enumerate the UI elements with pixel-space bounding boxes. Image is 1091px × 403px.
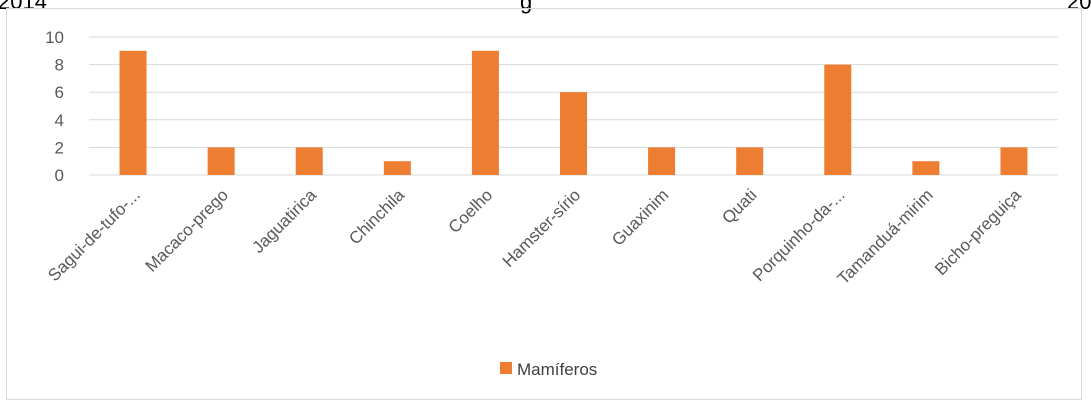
bar <box>383 161 411 175</box>
x-tick-label: Bicho-preguiça <box>931 185 1025 279</box>
bar <box>736 147 764 175</box>
y-tick-label: 2 <box>55 138 64 157</box>
bar <box>119 50 147 175</box>
legend: Mamíferos <box>500 360 597 379</box>
y-tick-label: 6 <box>55 83 64 102</box>
x-tick-label: Sagui-de-tufo-... <box>44 185 144 285</box>
x-tick-label: Quati <box>718 185 760 227</box>
chart-frame <box>6 8 1082 400</box>
bar <box>648 147 676 175</box>
x-tick-label: Jaguatirica <box>248 185 320 257</box>
x-tick-label: Porquinho-da-... <box>749 185 849 285</box>
bars <box>119 50 1028 175</box>
bar <box>912 161 940 175</box>
y-axis-tick-labels: 0 2 4 6 8 10 <box>45 28 64 185</box>
y-tick-label: 4 <box>55 111 64 130</box>
y-tick-label: 10 <box>45 28 64 47</box>
header-fragment-left: 2014 <box>0 0 47 14</box>
x-tick-label: Chinchila <box>345 185 408 248</box>
bar <box>471 50 499 175</box>
x-tick-label: Macaco-prego <box>142 185 232 275</box>
x-tick-label: Guaxinim <box>608 185 672 249</box>
legend-label: Mamíferos <box>517 360 597 379</box>
y-tick-label: 0 <box>55 166 64 185</box>
x-tick-label: Coelho <box>445 185 497 237</box>
bar <box>295 147 323 175</box>
y-tick-label: 8 <box>55 56 64 75</box>
bar <box>207 147 235 175</box>
legend-swatch <box>500 362 512 374</box>
x-axis-tick-labels: Sagui-de-tufo-...Macaco-prego Jaguatirica… <box>44 185 1025 288</box>
x-tick-label: Hamster-sírio <box>499 185 585 271</box>
bar <box>560 92 587 175</box>
x-tick-label: Tamanduá-mirim <box>834 185 937 288</box>
header-fragment-right: 20 <box>1067 0 1091 14</box>
bar <box>1000 147 1028 175</box>
bar <box>824 64 852 175</box>
header-fragment-middle: g <box>520 0 533 14</box>
